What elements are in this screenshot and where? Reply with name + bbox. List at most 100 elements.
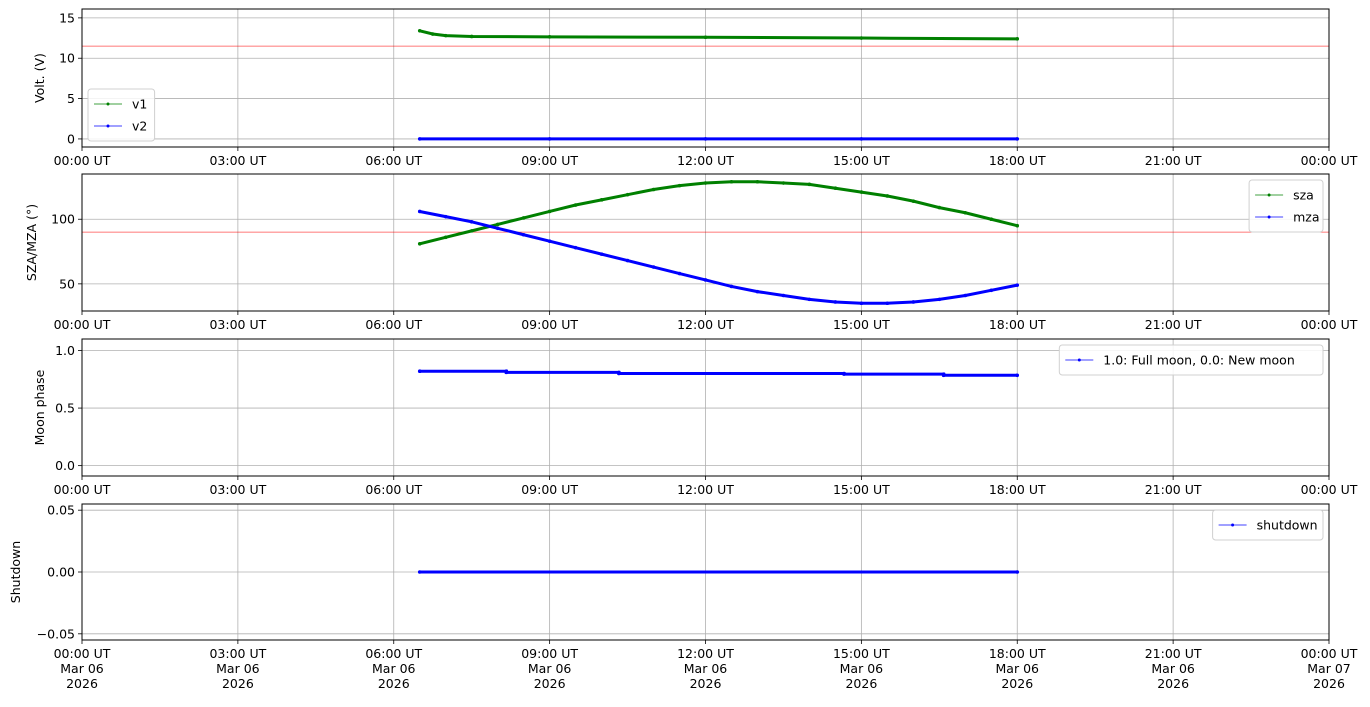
data-point xyxy=(547,35,552,39)
data-point xyxy=(885,194,890,198)
x-year-label: 2026 xyxy=(66,676,98,691)
series-line-mza xyxy=(419,210,1018,305)
x-tick-label: 21:00 UT xyxy=(1145,153,1202,168)
data-point xyxy=(651,187,656,192)
data-point xyxy=(703,35,708,40)
legend-marker xyxy=(1267,193,1271,197)
data-point xyxy=(833,300,838,304)
x-tick-label: 03:00 UT xyxy=(209,317,266,332)
x-year-label: 2026 xyxy=(222,676,254,691)
x-tick-label: 21:00 UT xyxy=(1145,646,1202,661)
data-point xyxy=(941,373,946,378)
data-point xyxy=(1015,137,1020,141)
legend-box xyxy=(87,88,156,142)
x-tick-label: 00:00 UT xyxy=(54,646,111,661)
data-point xyxy=(417,28,422,33)
legend xyxy=(1058,344,1324,376)
x-tick-label: 06:00 UT xyxy=(365,153,422,168)
x-tick-label: 09:00 UT xyxy=(521,482,578,497)
data-point xyxy=(963,293,968,298)
y-tick-label: 50 xyxy=(59,276,75,291)
x-date-label: Mar 06 xyxy=(528,661,572,676)
y-axis-label: Shutdown xyxy=(8,541,23,603)
legend-label: 1.0: Full moon, 0.0: New moon xyxy=(1103,353,1294,368)
data-point xyxy=(443,33,448,38)
x-date-label: Mar 06 xyxy=(840,661,884,676)
data-point xyxy=(989,217,994,222)
data-point xyxy=(703,278,708,282)
x-date-label: Mar 06 xyxy=(996,661,1040,676)
data-point xyxy=(495,222,500,227)
data-point xyxy=(963,210,968,215)
panel-4 xyxy=(78,503,1330,644)
x-date-label: Mar 07 xyxy=(1307,661,1350,676)
data-point xyxy=(859,137,864,141)
y-tick-label: 15 xyxy=(59,10,75,25)
x-year-label: 2026 xyxy=(845,676,877,691)
x-tick-label: 06:00 UT xyxy=(365,482,422,497)
data-point xyxy=(443,235,448,240)
data-point xyxy=(469,229,474,233)
axes-frame xyxy=(81,338,1330,477)
data-point xyxy=(417,570,422,574)
x-date-label: Mar 06 xyxy=(60,661,104,676)
data-point xyxy=(573,245,578,250)
x-tick-label: 03:00 UT xyxy=(209,646,266,661)
x-tick-label: 00:00 UT xyxy=(54,153,111,168)
x-tick-label: 15:00 UT xyxy=(833,646,890,661)
x-tick-label: 18:00 UT xyxy=(989,153,1046,168)
data-point xyxy=(547,239,552,244)
x-tick-label: 15:00 UT xyxy=(833,153,890,168)
data-point xyxy=(417,369,422,374)
data-point xyxy=(729,284,734,289)
y-tick-label: 0.5 xyxy=(55,401,75,416)
data-point xyxy=(755,179,760,184)
axes-frame xyxy=(81,503,1330,641)
data-point xyxy=(599,252,604,256)
data-point xyxy=(430,32,435,36)
legend-marker xyxy=(1231,523,1235,527)
y-tick-label: 0.0 xyxy=(55,458,75,473)
data-point xyxy=(495,226,500,231)
y-axis-label: Volt. (V) xyxy=(32,53,47,103)
x-year-label: 2026 xyxy=(1001,676,1033,691)
x-tick-label: 12:00 UT xyxy=(677,317,734,332)
data-point xyxy=(573,203,578,207)
legend-label: sza xyxy=(1293,188,1314,203)
x-tick-label: 09:00 UT xyxy=(521,317,578,332)
x-tick-label: 09:00 UT xyxy=(521,153,578,168)
x-tick-label: 15:00 UT xyxy=(833,317,890,332)
data-point xyxy=(842,372,846,376)
data-point xyxy=(651,265,656,269)
data-point xyxy=(859,190,864,194)
legend-marker xyxy=(106,102,110,106)
series-line-sza xyxy=(419,180,1018,246)
y-tick-label: 1.0 xyxy=(55,343,75,358)
data-point xyxy=(417,241,422,246)
legend-label: shutdown xyxy=(1257,518,1318,533)
x-year-label: 2026 xyxy=(534,676,566,691)
data-point xyxy=(677,183,682,188)
data-point xyxy=(521,216,526,220)
x-tick-label: 21:00 UT xyxy=(1145,482,1202,497)
legend-box xyxy=(1248,179,1324,233)
data-point xyxy=(443,214,448,219)
y-tick-label: 100 xyxy=(51,212,75,227)
x-tick-label: 12:00 UT xyxy=(677,153,734,168)
data-point xyxy=(677,271,682,276)
x-date-label: Mar 06 xyxy=(1151,661,1195,676)
series-line-v1 xyxy=(419,29,1018,41)
x-tick-label: 12:00 UT xyxy=(677,646,734,661)
x-date-label: Mar 06 xyxy=(216,661,260,676)
data-point xyxy=(911,300,916,304)
legend-marker xyxy=(1267,215,1271,219)
x-tick-label: 06:00 UT xyxy=(365,317,422,332)
data-point xyxy=(703,181,708,185)
legend xyxy=(1248,179,1324,233)
legend-label: v2 xyxy=(132,119,147,134)
data-point xyxy=(1015,283,1020,287)
x-tick-label: 18:00 UT xyxy=(989,482,1046,497)
x-tick-label: 15:00 UT xyxy=(833,482,890,497)
data-point xyxy=(755,289,760,294)
legend-label: mza xyxy=(1293,210,1319,225)
